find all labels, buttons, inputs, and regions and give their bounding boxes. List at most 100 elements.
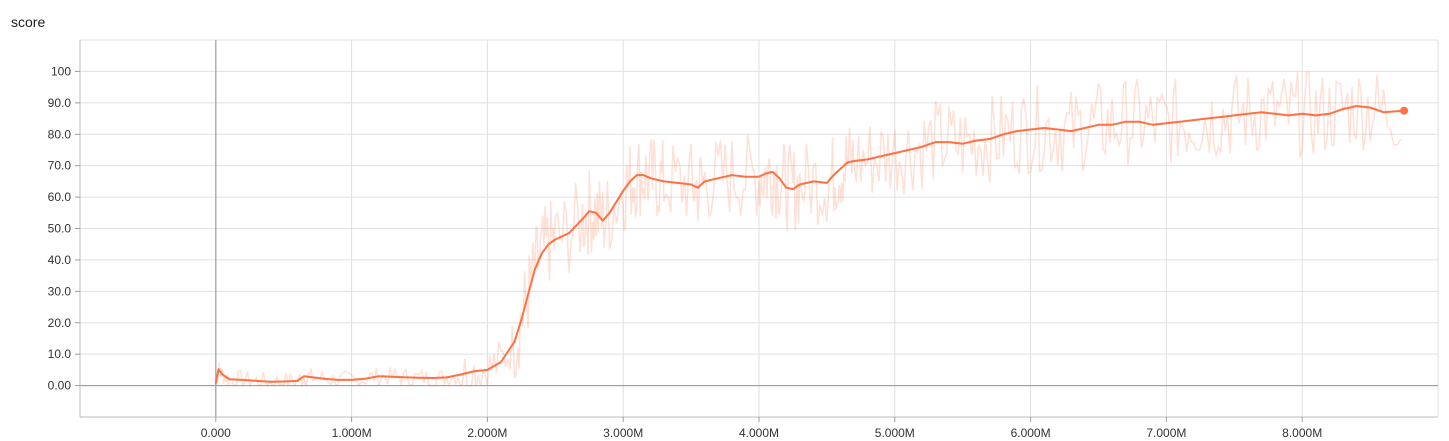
x-tick-label: 4.000M xyxy=(739,426,779,440)
data-point xyxy=(1002,133,1005,136)
data-point xyxy=(1179,120,1181,123)
data-point xyxy=(255,379,258,382)
data-point xyxy=(846,161,849,164)
data-point xyxy=(1151,123,1154,126)
x-tick-label: 6.000M xyxy=(1011,426,1051,440)
data-point xyxy=(1124,120,1127,123)
data-point xyxy=(1287,114,1290,117)
series-end-marker xyxy=(1400,106,1409,115)
data-point xyxy=(581,218,584,220)
data-point xyxy=(1355,105,1358,107)
data-point xyxy=(1111,123,1113,126)
data-point xyxy=(948,141,951,144)
data-point xyxy=(853,160,855,162)
y-tick-label: 40.0 xyxy=(48,253,72,267)
data-point xyxy=(832,174,835,176)
data-point xyxy=(812,180,815,183)
data-point xyxy=(1138,120,1141,123)
data-point xyxy=(534,268,536,271)
y-tick-label: 50.0 xyxy=(48,222,72,236)
data-point xyxy=(242,379,244,381)
data-point xyxy=(554,238,557,241)
y-tick-label: 0.00 xyxy=(48,379,72,393)
y-tick-label: 30.0 xyxy=(48,284,72,298)
data-point xyxy=(792,188,794,191)
data-point xyxy=(1246,112,1249,115)
x-tick-label: 5.000M xyxy=(875,426,915,440)
y-tick-label: 10.0 xyxy=(48,347,72,361)
data-point xyxy=(1382,111,1385,114)
data-point xyxy=(527,293,530,296)
data-point xyxy=(988,138,991,140)
data-point xyxy=(303,375,305,378)
data-point xyxy=(459,373,462,376)
y-tick-label: 80.0 xyxy=(48,127,72,141)
x-tick-label: 2.000M xyxy=(467,426,507,440)
data-point xyxy=(771,171,774,173)
data-point xyxy=(934,141,937,144)
data-point xyxy=(1097,123,1100,126)
data-point xyxy=(1192,119,1195,122)
data-point xyxy=(1342,108,1344,111)
data-point xyxy=(432,377,434,379)
x-tick-label: 7.000M xyxy=(1146,426,1186,440)
smoothed-score-line xyxy=(214,105,1405,384)
data-point xyxy=(656,178,659,181)
data-point xyxy=(418,376,421,379)
data-point xyxy=(1029,128,1032,131)
data-point xyxy=(975,139,978,142)
data-point xyxy=(1260,111,1263,114)
data-point xyxy=(1056,128,1059,131)
data-point xyxy=(472,370,475,373)
data-point xyxy=(520,318,523,321)
data-point xyxy=(866,158,869,161)
data-point xyxy=(1043,127,1046,129)
y-tick-label: 100 xyxy=(51,64,71,78)
data-point xyxy=(445,376,448,379)
data-point xyxy=(1165,122,1168,125)
data-point xyxy=(839,167,842,170)
x-tick-label: 3.000M xyxy=(603,426,643,440)
data-point xyxy=(595,211,597,214)
data-point xyxy=(323,377,326,380)
data-point xyxy=(663,180,665,183)
data-point xyxy=(1314,114,1317,117)
data-point xyxy=(601,219,604,222)
data-point xyxy=(217,368,220,371)
data-point xyxy=(730,174,733,176)
data-point xyxy=(764,172,767,175)
data-point xyxy=(214,382,217,384)
data-point xyxy=(221,373,224,376)
data-point xyxy=(1233,114,1236,117)
data-point xyxy=(676,182,679,184)
y-tick-label: 70.0 xyxy=(48,159,72,173)
data-point xyxy=(1206,117,1209,120)
data-point xyxy=(1328,112,1331,115)
data-point xyxy=(337,379,339,381)
data-point xyxy=(1084,127,1086,129)
data-point xyxy=(391,375,394,378)
data-point xyxy=(1219,116,1222,118)
data-point xyxy=(690,183,692,186)
data-point xyxy=(350,379,353,381)
x-tick-label: 1.000M xyxy=(332,426,372,440)
data-point xyxy=(826,182,828,184)
data-point xyxy=(921,145,923,148)
chart-title: score xyxy=(11,14,46,30)
data-point xyxy=(961,142,964,145)
data-point xyxy=(758,175,760,178)
raw-score-line xyxy=(215,71,1402,389)
data-point xyxy=(269,380,272,383)
data-point xyxy=(785,186,788,189)
data-point xyxy=(696,186,699,189)
data-point xyxy=(744,175,747,178)
data-point xyxy=(405,376,407,379)
data-point xyxy=(880,155,883,158)
data-point xyxy=(296,379,299,382)
x-tick-label: 8.000M xyxy=(1282,426,1322,440)
data-point xyxy=(635,174,638,176)
data-point xyxy=(893,152,896,155)
y-tick-label: 60.0 xyxy=(48,190,72,204)
data-point xyxy=(642,174,645,176)
